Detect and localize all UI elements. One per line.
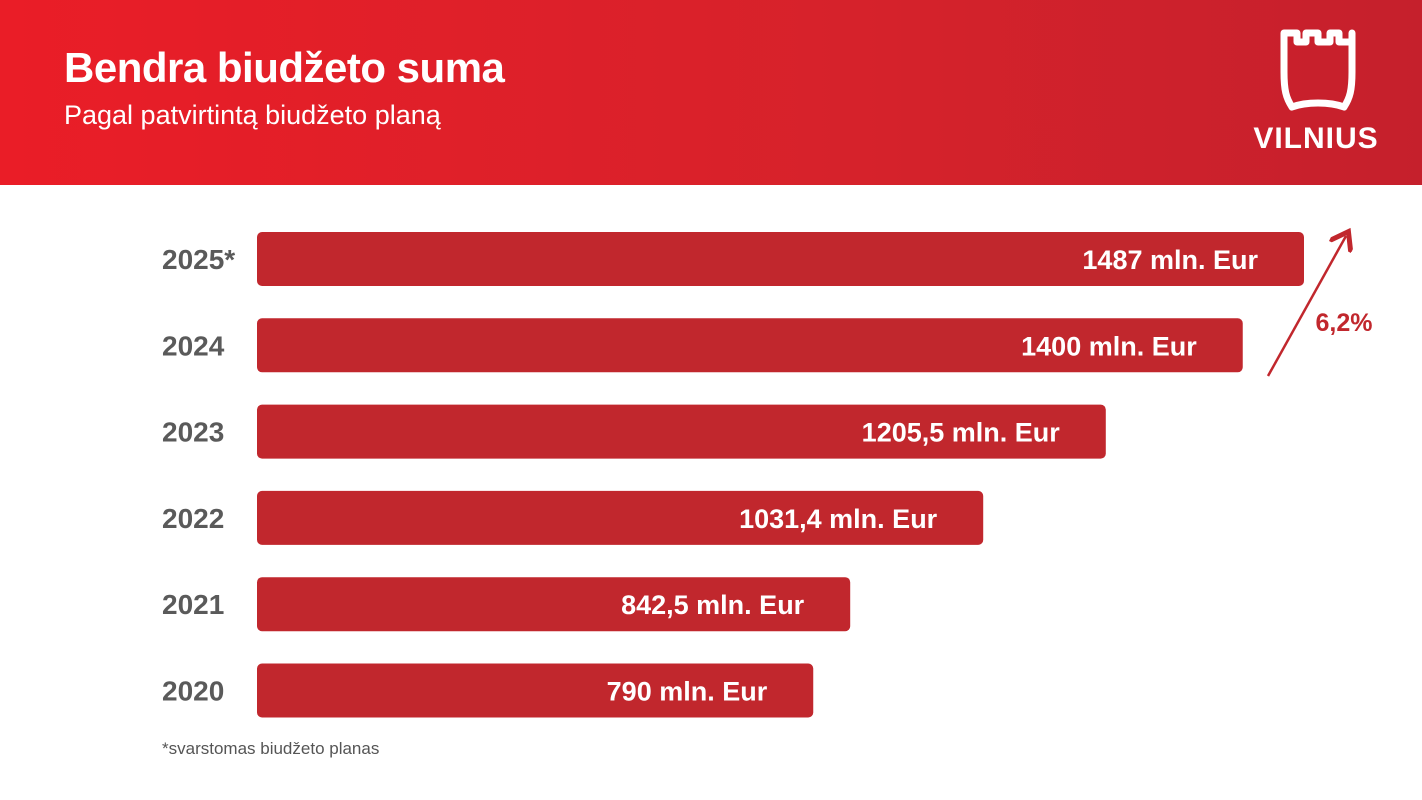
castle-icon [1280,29,1356,111]
category-label: 2022 [162,503,224,534]
growth-arrow [1266,236,1346,377]
category-label: 2023 [162,417,224,448]
category-label: 2024 [162,330,225,361]
vilnius-logo: VILNIUS [1240,28,1400,158]
bar-2024 [257,318,1243,373]
bar-2021 [257,577,851,632]
bar-2025* [257,232,1304,286]
bar-2023 [257,404,1106,459]
category-label: 2025* [162,244,235,275]
page-subtitle: Pagal patvirtintą biudžeto planą [64,100,441,130]
category-label: 2021 [162,589,224,620]
growth-percent-label: 6,2% [1316,309,1373,337]
category-label: 2020 [162,676,224,707]
bar-2020 [257,663,814,718]
bar-value-label: 842,5 mln. Eur [621,590,805,620]
bar-2022 [257,490,984,545]
logo-text: VILNIUS [1253,122,1379,155]
bar-value-label: 1205,5 mln. Eur [862,418,1061,448]
page-title: Bendra biudžeto suma [64,44,505,91]
footnote: *svarstomas biudžeto planas [162,739,380,758]
header-banner: Bendra biudžeto suma Pagal patvirtintą b… [0,0,1422,185]
bar-value-label: 790 mln. Eur [607,677,768,707]
bar-value-label: 1031,4 mln. Eur [739,504,938,534]
bar-value-label: 1487 mln. Eur [1082,245,1258,275]
bar-value-label: 1400 mln. Eur [1021,331,1197,361]
